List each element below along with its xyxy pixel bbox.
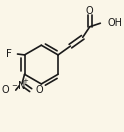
Text: OH: OH bbox=[107, 18, 122, 28]
Text: O: O bbox=[35, 85, 43, 95]
Text: F: F bbox=[6, 49, 12, 59]
Text: O: O bbox=[86, 6, 94, 16]
Text: O: O bbox=[2, 85, 10, 95]
Text: +: + bbox=[22, 78, 28, 84]
Text: N: N bbox=[18, 81, 26, 91]
Text: −: − bbox=[11, 83, 17, 89]
